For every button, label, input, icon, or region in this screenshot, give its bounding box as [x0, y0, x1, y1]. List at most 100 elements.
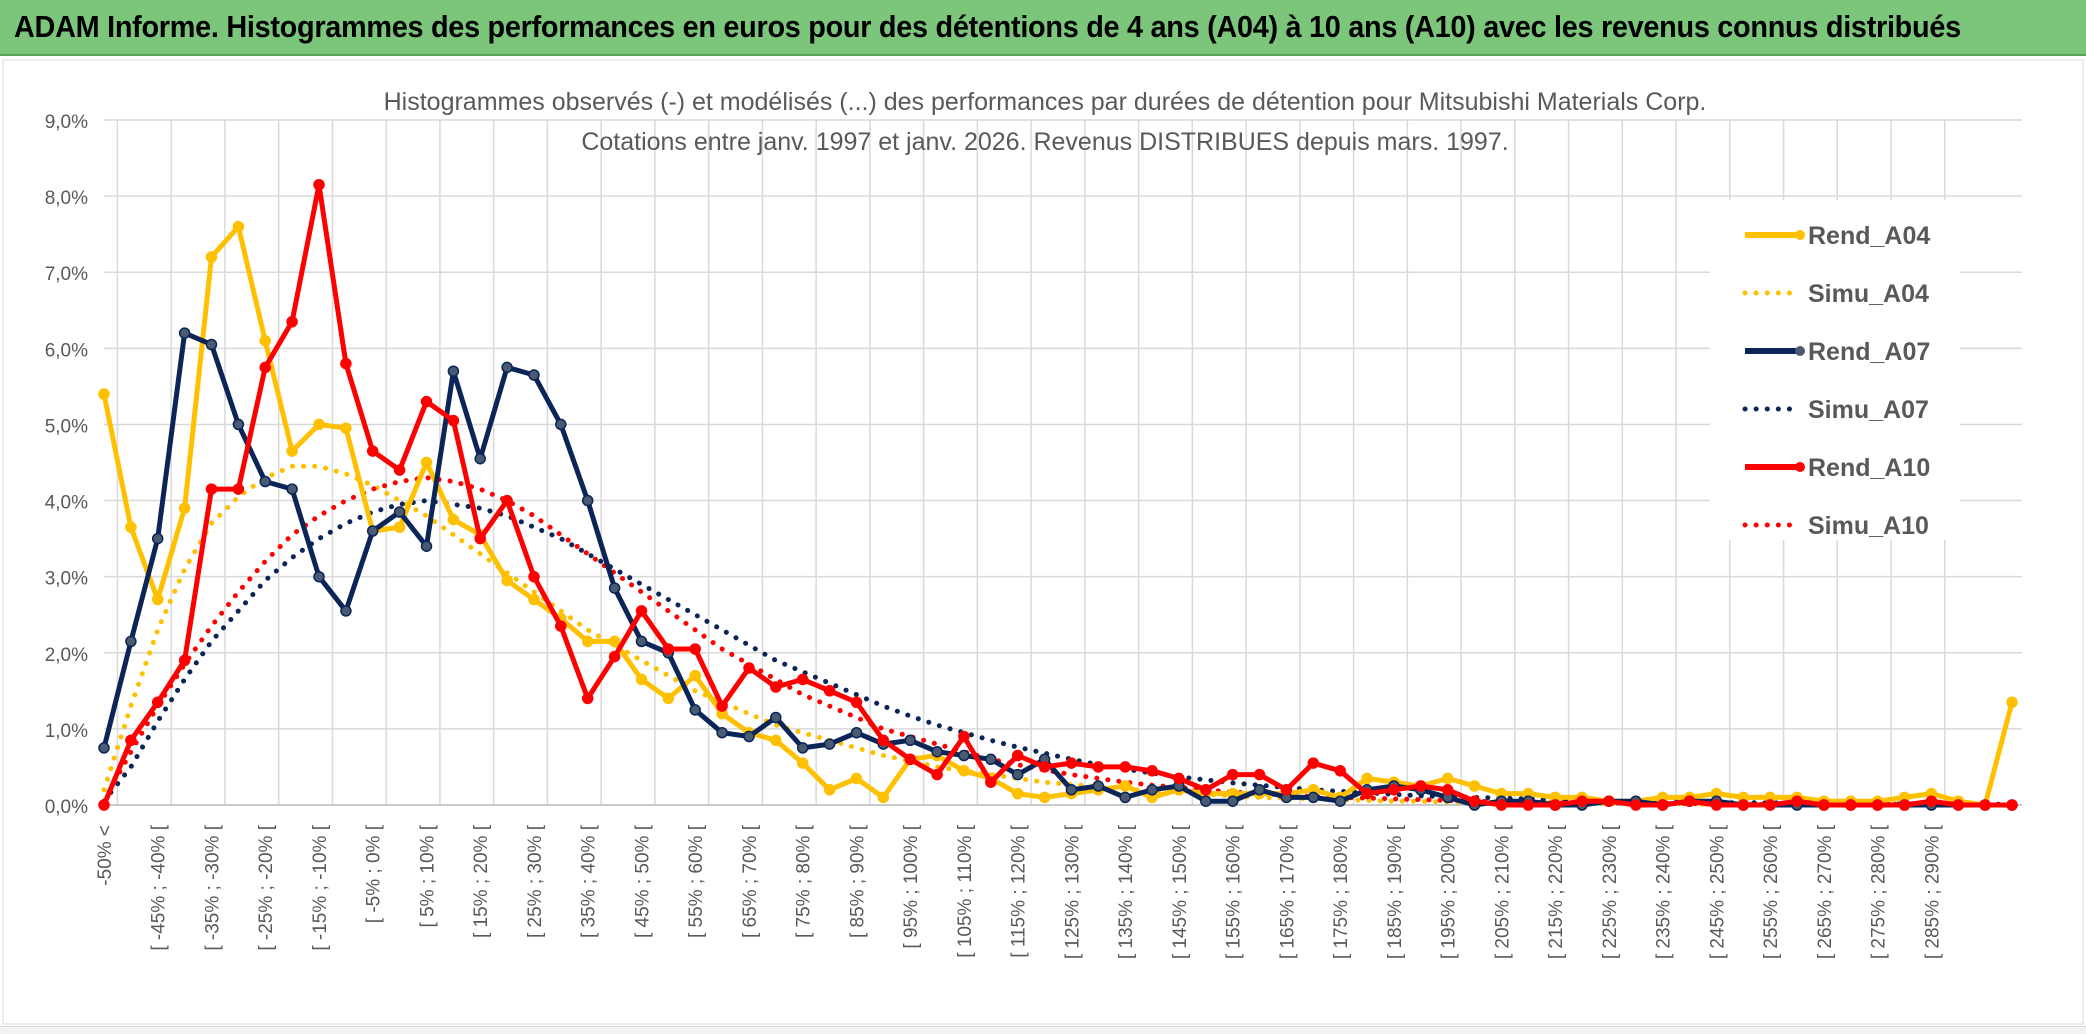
x-tick-label: [ 265% ; 270% [: [1815, 824, 1836, 959]
data-point-Rend_A10: [1415, 780, 1427, 792]
data-point-Rend_A10: [1898, 799, 1911, 811]
data-point-Rend_A07: [1119, 791, 1131, 804]
chart-legend: Rend_A04 Simu_A04 Rend_A07 Simu_A07 Rend_A10…: [1710, 200, 1960, 540]
data-point-Rend_A10: [1253, 768, 1266, 781]
data-point-Rend_A10: [931, 768, 943, 781]
data-point-Rend_A10: [1603, 795, 1615, 807]
x-tick-label: [ 235% ; 240% [: [1654, 824, 1675, 959]
x-tick-label: [ -5% ; 0% [: [364, 824, 385, 923]
data-point-Rend_A07: [259, 475, 271, 488]
data-point-Rend_A07: [125, 635, 137, 648]
data-point-Rend_A04: [1011, 787, 1024, 800]
y-tick-label: 8,0%: [45, 188, 88, 209]
data-point-Rend_A10: [151, 696, 164, 709]
x-tick-label: [ -45% ; -40% [: [149, 824, 170, 950]
data-point-Rend_A07: [1226, 795, 1239, 807]
x-tick-label: [ 245% ; 250% [: [1707, 824, 1728, 959]
y-tick-label: 5,0%: [45, 416, 88, 437]
x-tick-label: [ 25% ; 30% [: [525, 824, 546, 938]
data-point-Rend_A07: [474, 452, 486, 465]
x-tick-label: [ 65% ; 70% [: [740, 824, 761, 938]
data-point-Rend_A10: [1307, 757, 1320, 769]
data-point-Rend_A10: [1119, 761, 1131, 773]
x-tick-label: [ -15% ; -10% [: [310, 824, 331, 950]
data-point-Rend_A10: [232, 483, 245, 495]
data-point-Rend_A07: [447, 365, 460, 377]
data-point-Rend_A10: [662, 643, 675, 655]
data-point-Rend_A10: [1791, 795, 1803, 807]
x-tick-label: [ 225% ; 230% [: [1600, 824, 1621, 959]
data-point-Rend_A04: [340, 422, 352, 434]
x-tick-label: [ 15% ; 20% [: [471, 824, 492, 938]
data-point-Rend_A04: [581, 635, 594, 648]
data-point-Rend_A04: [2006, 696, 2018, 709]
series-line-Simu_A04: [101, 463, 2015, 808]
data-point-Rend_A10: [1845, 799, 1857, 811]
data-point-Rend_A04: [1038, 791, 1051, 804]
data-point-Rend_A07: [366, 525, 379, 537]
data-point-Rend_A07: [1307, 791, 1320, 804]
x-tick-label: [ 105% ; 110% [: [955, 824, 976, 957]
data-point-Rend_A10: [1630, 799, 1642, 811]
data-point-Rend_A04: [1361, 772, 1373, 785]
data-point-Rend_A07: [1200, 795, 1212, 807]
data-point-Rend_A10: [796, 673, 809, 686]
data-point-Rend_A04: [125, 521, 137, 533]
data-point-Rend_A10: [1038, 761, 1051, 773]
data-point-Rend_A04: [501, 574, 513, 587]
data-point-Rend_A07: [635, 635, 648, 648]
data-point-Rend_A04: [635, 673, 648, 686]
data-point-Rend_A04: [608, 635, 621, 648]
data-point-Rend_A07: [985, 753, 997, 766]
data-point-Rend_A10: [743, 662, 755, 674]
x-tick-label: [ 205% ; 210% [: [1492, 824, 1513, 959]
data-point-Rend_A04: [420, 456, 433, 469]
data-point-Rend_A10: [1522, 799, 1535, 811]
data-point-Rend_A10: [259, 361, 271, 374]
data-point-Rend_A04: [259, 334, 271, 347]
data-point-Rend_A10: [958, 730, 970, 743]
data-point-Rend_A10: [1710, 799, 1723, 811]
legend-marker-Rend_A10: [1795, 462, 1805, 472]
x-tick-label: [ 5% ; 10% [: [417, 824, 438, 927]
x-tick-label: [ 55% ; 60% [: [686, 824, 707, 938]
data-point-Rend_A07: [232, 418, 245, 431]
legend-label-Rend_A10: Rend_A10: [1808, 454, 1930, 482]
data-point-Rend_A04: [877, 791, 890, 804]
data-point-Rend_A10: [205, 483, 218, 495]
data-point-Rend_A04: [689, 669, 701, 682]
x-tick-label: [ 275% ; 280% [: [1869, 824, 1890, 959]
data-point-Rend_A04: [205, 251, 218, 263]
legend-marker-Rend_A07: [1795, 346, 1805, 356]
data-point-Rend_A10: [1656, 799, 1669, 811]
data-point-Rend_A07: [1253, 784, 1266, 796]
x-tick-label: [ 115% ; 120% [: [1009, 824, 1030, 957]
x-tick-label: -50% <: [95, 825, 116, 886]
data-point-Rend_A10: [1065, 757, 1078, 769]
data-point-Rend_A04: [1441, 772, 1454, 785]
data-point-Rend_A10: [313, 178, 325, 191]
data-point-Rend_A10: [823, 685, 836, 697]
data-point-Rend_A07: [689, 704, 701, 716]
data-point-Rend_A07: [178, 327, 191, 339]
data-point-Rend_A04: [528, 593, 540, 606]
data-point-Rend_A10: [125, 734, 137, 747]
data-point-Rend_A10: [877, 734, 890, 747]
data-point-Rend_A04: [1468, 780, 1481, 792]
data-point-Rend_A07: [770, 711, 782, 724]
data-point-Rend_A04: [823, 784, 836, 796]
y-tick-label: 9,0%: [45, 112, 88, 133]
data-point-Rend_A10: [366, 445, 379, 457]
data-point-Rend_A07: [420, 540, 433, 552]
data-point-Rend_A04: [770, 734, 782, 747]
data-point-Rend_A07: [286, 483, 298, 495]
data-point-Rend_A07: [716, 726, 728, 739]
x-tick-label: [ 75% ; 80% [: [794, 824, 815, 938]
legend-label-Rend_A04: Rend_A04: [1808, 222, 1930, 250]
data-point-Rend_A10: [1468, 795, 1481, 807]
data-point-Rend_A07: [98, 742, 110, 754]
data-point-Rend_A04: [796, 757, 809, 769]
x-tick-label: [ 135% ; 140% [: [1116, 824, 1137, 959]
